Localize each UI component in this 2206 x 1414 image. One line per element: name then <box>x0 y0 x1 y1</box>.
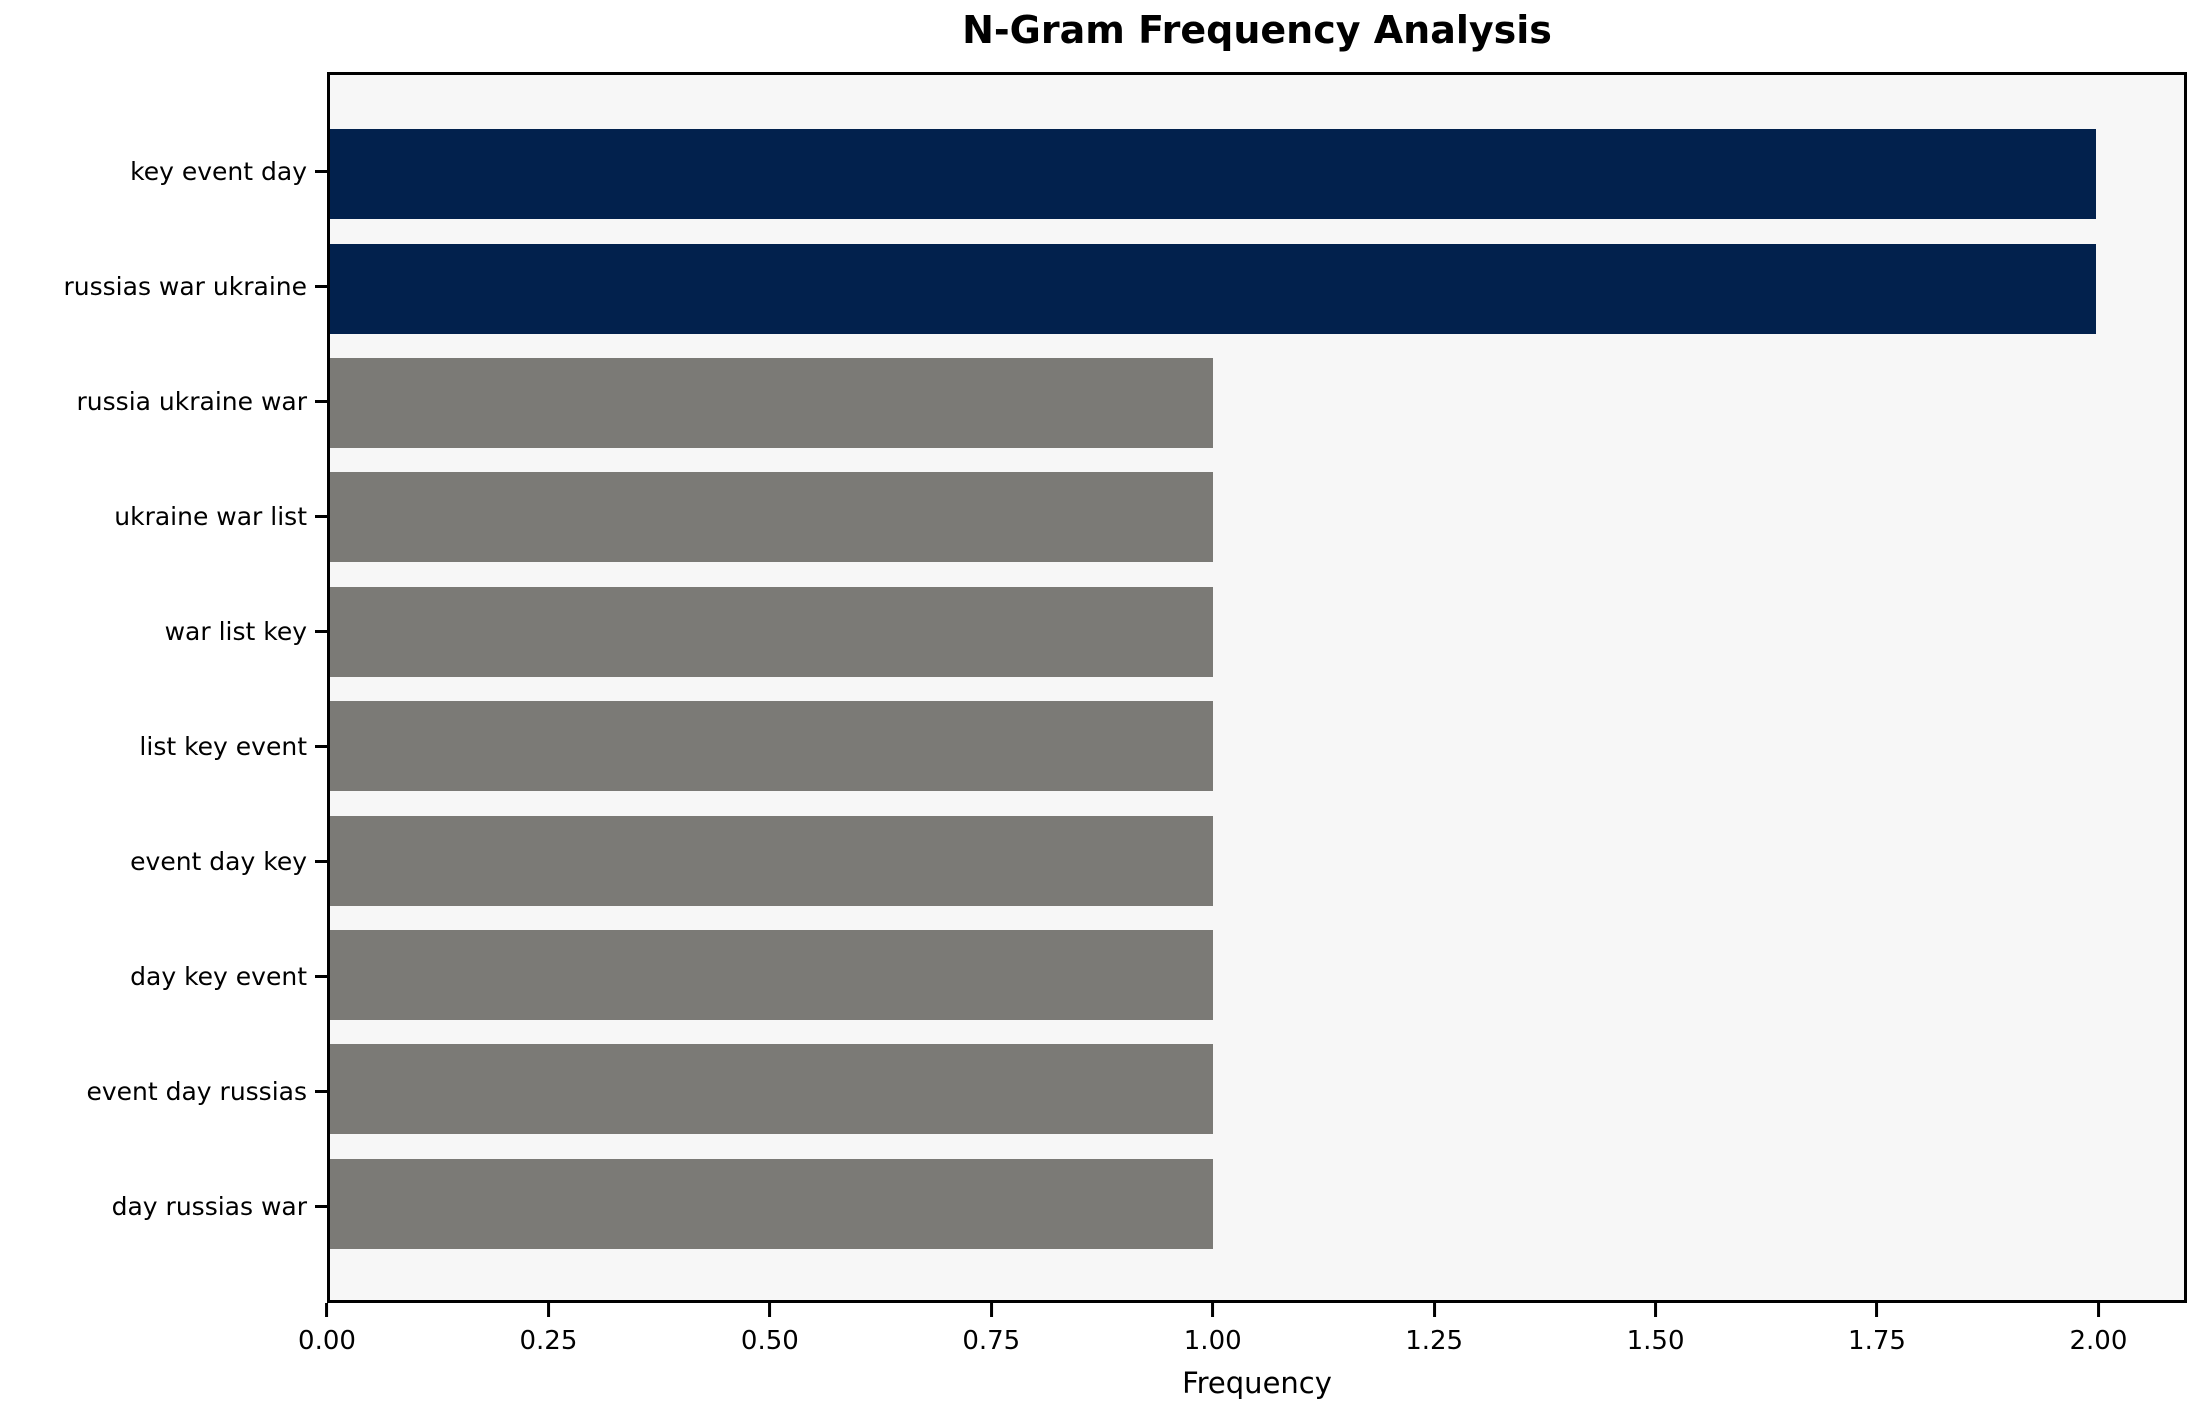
y-tick-row: war list key <box>0 574 327 689</box>
x-tick-label: 0.25 <box>519 1326 578 1356</box>
x-tick-mark <box>989 1303 993 1317</box>
x-tick-label: 0.00 <box>298 1326 356 1356</box>
y-tick-mark <box>315 170 327 173</box>
bar-event-day-key <box>330 815 1213 906</box>
x-tick-label: 1.00 <box>1183 1326 1242 1356</box>
y-tick-mark <box>315 860 327 863</box>
bar-row <box>330 117 2184 231</box>
x-tick-mark <box>1654 1303 1658 1317</box>
y-tick-row: ukraine war list <box>0 459 327 574</box>
bar-row <box>330 231 2184 345</box>
plot-area <box>327 72 2187 1303</box>
y-tick-mark <box>315 745 327 748</box>
y-tick-row: key event day <box>0 114 327 229</box>
x-tick: 2.00 <box>2069 1303 2127 1356</box>
y-tick-label: event day key <box>130 847 307 876</box>
x-tick-label: 1.25 <box>1405 1326 1464 1356</box>
y-tick-label: russias war ukraine <box>63 272 308 301</box>
bar-russia-ukraine-war <box>330 358 1213 449</box>
y-tick-row: russia ukraine war <box>0 344 327 459</box>
x-tick: 1.50 <box>1627 1303 1685 1356</box>
y-tick-mark <box>315 400 327 403</box>
x-tick-label: 2.00 <box>2069 1326 2128 1356</box>
y-tick-mark <box>315 1090 327 1093</box>
x-tick-label: 1.75 <box>1848 1326 1906 1356</box>
x-axis-title: Frequency <box>1182 1366 1332 1400</box>
bar-key-event-day <box>330 129 2096 220</box>
bar-row <box>330 803 2184 917</box>
x-tick-mark <box>2096 1303 2100 1317</box>
x-tick: 0.75 <box>962 1303 1020 1356</box>
x-tick-label: 1.50 <box>1626 1326 1685 1356</box>
y-tick-label: day key event <box>130 962 307 991</box>
y-tick-mark <box>315 1205 327 1208</box>
x-tick-label: 0.50 <box>740 1326 799 1356</box>
y-tick-label: ukraine war list <box>114 502 307 531</box>
y-tick-label: key event day <box>130 157 307 186</box>
bar-russias-war-ukraine <box>330 243 2096 334</box>
x-tick-mark <box>1211 1303 1215 1317</box>
bar-list-key-event <box>330 701 1213 792</box>
x-tick: 1.25 <box>1405 1303 1463 1356</box>
y-tick-label: day russias war <box>111 1192 307 1221</box>
bar-row <box>330 689 2184 803</box>
x-tick: 0.50 <box>741 1303 799 1356</box>
y-tick-label: event day russias <box>86 1077 307 1106</box>
bar-row <box>330 918 2184 1032</box>
y-tick-row: day russias war <box>0 1149 327 1264</box>
y-tick-label: russia ukraine war <box>76 387 307 416</box>
y-tick-row: event day key <box>0 804 327 919</box>
bar-day-russias-war <box>330 1158 1213 1249</box>
x-tick: 1.00 <box>1184 1303 1242 1356</box>
y-tick-mark <box>315 975 327 978</box>
y-tick-label: war list key <box>164 617 307 646</box>
bar-row <box>330 460 2184 574</box>
bar-row <box>330 1147 2184 1261</box>
x-tick-mark <box>1875 1303 1879 1317</box>
y-tick-mark <box>315 515 327 518</box>
y-tick-row: event day russias <box>0 1034 327 1149</box>
y-tick-mark <box>315 285 327 288</box>
chart-title: N-Gram Frequency Analysis <box>962 8 1552 52</box>
y-tick-label: list key event <box>139 732 307 761</box>
x-tick-label: 0.75 <box>962 1326 1021 1356</box>
bar-row <box>330 346 2184 460</box>
bar-row <box>330 1032 2184 1146</box>
bar-event-day-russias <box>330 1044 1213 1135</box>
y-axis-labels: key event day russias war ukraine russia u… <box>0 72 327 1303</box>
x-axis: 0.00 0.25 0.50 0.75 1.00 1.25 1.50 1.75 2.00 <box>298 1303 2187 1383</box>
x-tick: 0.25 <box>519 1303 577 1356</box>
y-tick-row: russias war ukraine <box>0 229 327 344</box>
x-tick-mark <box>325 1303 329 1317</box>
x-tick: 0.00 <box>298 1303 356 1356</box>
y-tick-mark <box>315 630 327 633</box>
x-tick: 1.75 <box>1848 1303 1906 1356</box>
bar-row <box>330 575 2184 689</box>
bar-day-key-event <box>330 930 1213 1021</box>
y-tick-row: list key event <box>0 689 327 804</box>
x-tick-mark <box>768 1303 772 1317</box>
bar-ukraine-war-list <box>330 472 1213 563</box>
bar-war-list-key <box>330 586 1213 677</box>
y-tick-row: day key event <box>0 919 327 1034</box>
x-tick-mark <box>1432 1303 1436 1317</box>
x-tick-mark <box>546 1303 550 1317</box>
